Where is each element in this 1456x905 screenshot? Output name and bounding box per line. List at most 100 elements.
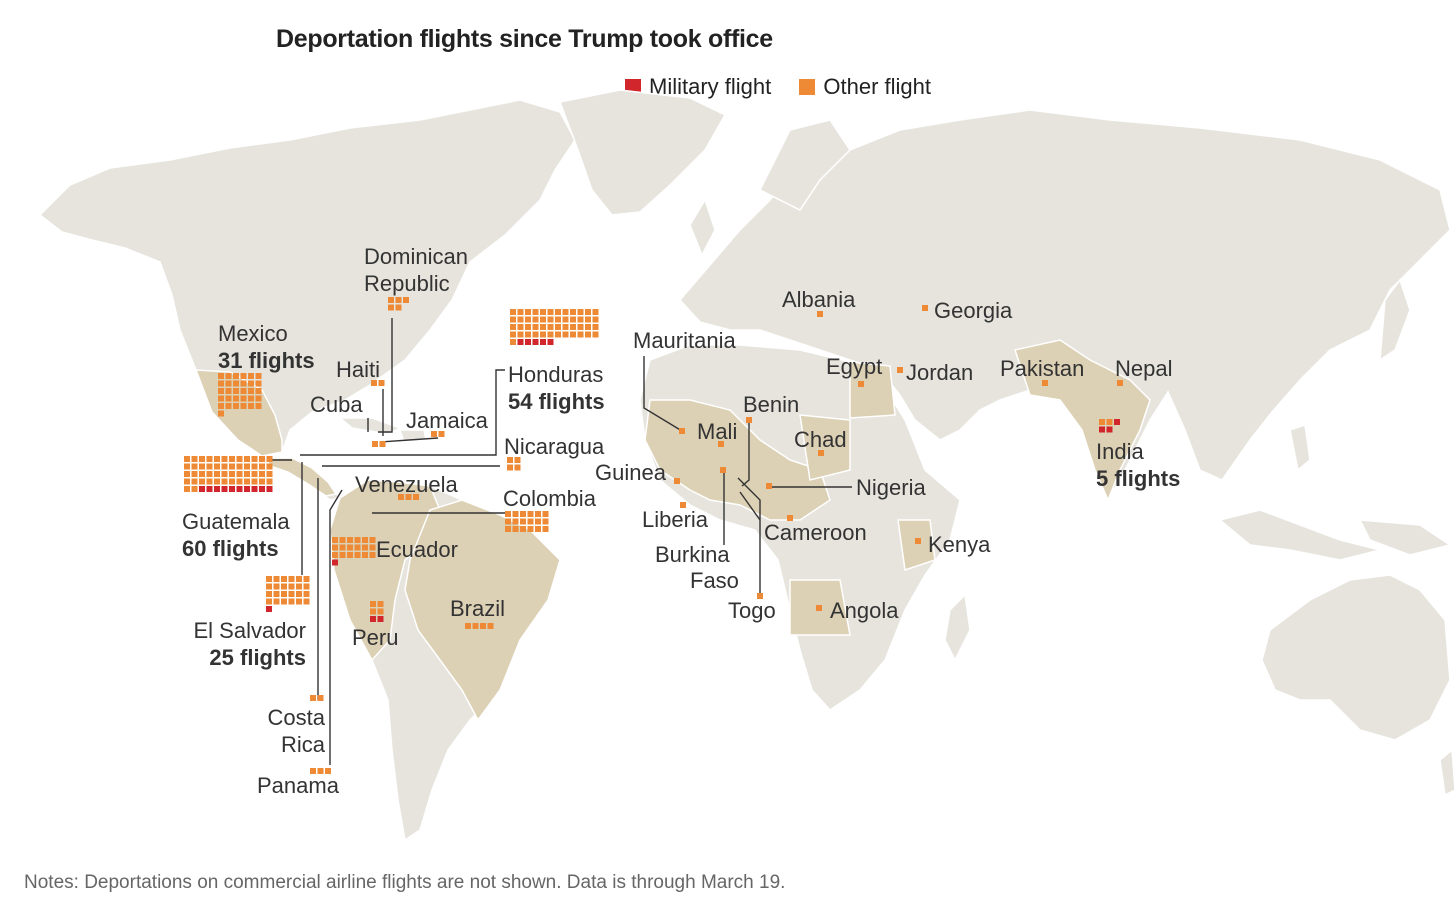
other-flight-square bbox=[339, 537, 346, 543]
military-flight-square bbox=[332, 559, 338, 566]
other-flight-square bbox=[288, 583, 295, 590]
other-flight-square bbox=[236, 463, 243, 470]
other-flight-square bbox=[266, 598, 272, 605]
other-flight-square bbox=[248, 395, 254, 402]
other-flight-square bbox=[214, 471, 220, 477]
other-flight-square bbox=[816, 605, 822, 611]
other-flight-square bbox=[757, 593, 763, 599]
label-panama: Panama bbox=[257, 773, 340, 798]
other-flight-square bbox=[362, 537, 368, 543]
other-swatch-icon bbox=[799, 79, 816, 95]
label-honduras-flights: 54 flights bbox=[508, 389, 605, 414]
other-flight-square bbox=[369, 537, 376, 543]
flight-waffles bbox=[184, 297, 1123, 774]
other-flight-square bbox=[347, 552, 353, 558]
other-flight-square bbox=[527, 526, 534, 532]
label-georgia: Georgia bbox=[934, 298, 1013, 323]
other-flight-square bbox=[273, 583, 280, 590]
other-flight-square bbox=[199, 456, 205, 462]
other-flight-square bbox=[184, 456, 190, 462]
other-flight-square bbox=[542, 511, 549, 517]
other-flight-square bbox=[525, 309, 531, 315]
other-flight-square bbox=[296, 576, 302, 582]
other-flight-square bbox=[570, 331, 576, 338]
other-flight-square bbox=[266, 478, 273, 485]
other-flight-square bbox=[507, 457, 513, 463]
label-jordan: Jordan bbox=[906, 360, 973, 385]
other-flight-square bbox=[281, 598, 287, 605]
other-flight-square bbox=[585, 316, 591, 323]
other-flight-square bbox=[236, 471, 243, 477]
other-flight-square bbox=[542, 518, 549, 525]
notes: Notes: Deportations on commercial airlin… bbox=[24, 872, 786, 893]
other-flight-square bbox=[251, 478, 258, 485]
other-flight-square bbox=[347, 544, 353, 551]
other-flight-square bbox=[303, 598, 310, 605]
other-flight-square bbox=[255, 395, 262, 402]
label-india: India bbox=[1096, 439, 1144, 464]
other-flight-square bbox=[266, 591, 272, 597]
other-flight-square bbox=[570, 324, 576, 330]
other-flight-square bbox=[487, 623, 494, 629]
label-togo: Togo bbox=[728, 598, 776, 623]
other-flight-square bbox=[527, 518, 534, 525]
legend: Military flight Other flight bbox=[625, 74, 953, 101]
other-flight-square bbox=[288, 591, 295, 597]
other-flight-square bbox=[505, 518, 511, 525]
other-flight-square bbox=[562, 324, 569, 330]
military-flight-square bbox=[229, 486, 235, 492]
region-south-asia bbox=[1014, 339, 1151, 502]
leader-honduras bbox=[300, 369, 505, 456]
military-flight-square bbox=[540, 339, 546, 345]
other-flight-square bbox=[679, 428, 685, 434]
label-cameroon: Cameroon bbox=[764, 520, 867, 545]
other-flight-square bbox=[266, 576, 272, 582]
other-flight-square bbox=[206, 471, 213, 477]
other-flight-square bbox=[535, 518, 541, 525]
other-flight-square bbox=[372, 441, 378, 447]
landmass-north-america bbox=[38, 99, 576, 457]
label-angola: Angola bbox=[830, 598, 899, 623]
other-flight-square bbox=[555, 324, 561, 330]
military-flight-square bbox=[517, 339, 524, 345]
other-flight-square bbox=[248, 380, 254, 387]
other-flight-square bbox=[244, 471, 250, 477]
other-flight-square bbox=[229, 463, 235, 470]
other-flight-square bbox=[585, 309, 591, 315]
label-nepal: Nepal bbox=[1115, 356, 1172, 381]
other-flight-square bbox=[674, 478, 680, 484]
military-flight-square bbox=[259, 486, 265, 492]
region-egypt bbox=[849, 361, 896, 419]
other-flight-square bbox=[221, 463, 228, 470]
other-flight-square bbox=[233, 403, 239, 409]
other-flight-square bbox=[1099, 419, 1105, 425]
other-flight-square bbox=[403, 297, 409, 303]
other-flight-square bbox=[225, 403, 232, 409]
military-flight-square bbox=[1106, 426, 1113, 433]
other-flight-square bbox=[244, 456, 250, 462]
military-flight-square bbox=[532, 339, 539, 345]
other-flight-square bbox=[532, 331, 539, 338]
leader-lines bbox=[270, 318, 852, 765]
other-flight-square bbox=[317, 768, 324, 774]
other-flight-square bbox=[251, 463, 258, 470]
other-flight-square bbox=[288, 576, 295, 582]
other-flight-square bbox=[225, 395, 232, 402]
label-el-salvador-flights: 25 flights bbox=[209, 645, 306, 670]
other-flight-square bbox=[225, 373, 232, 379]
label-el-salvador: El Salvador bbox=[193, 618, 306, 643]
label-cuba: Cuba bbox=[310, 392, 363, 417]
other-flight-square bbox=[317, 695, 324, 701]
other-flight-square bbox=[388, 304, 394, 311]
other-flight-square bbox=[562, 331, 569, 338]
other-flight-square bbox=[525, 324, 531, 330]
other-flight-square bbox=[184, 471, 190, 477]
label-venezuela: Venezuela bbox=[355, 472, 459, 497]
other-flight-square bbox=[233, 388, 239, 394]
other-flight-square bbox=[281, 591, 287, 597]
other-flight-square bbox=[520, 526, 526, 532]
other-flight-square bbox=[248, 403, 254, 409]
other-flight-square bbox=[915, 538, 921, 544]
other-flight-square bbox=[510, 331, 516, 338]
other-flight-square bbox=[266, 583, 272, 590]
